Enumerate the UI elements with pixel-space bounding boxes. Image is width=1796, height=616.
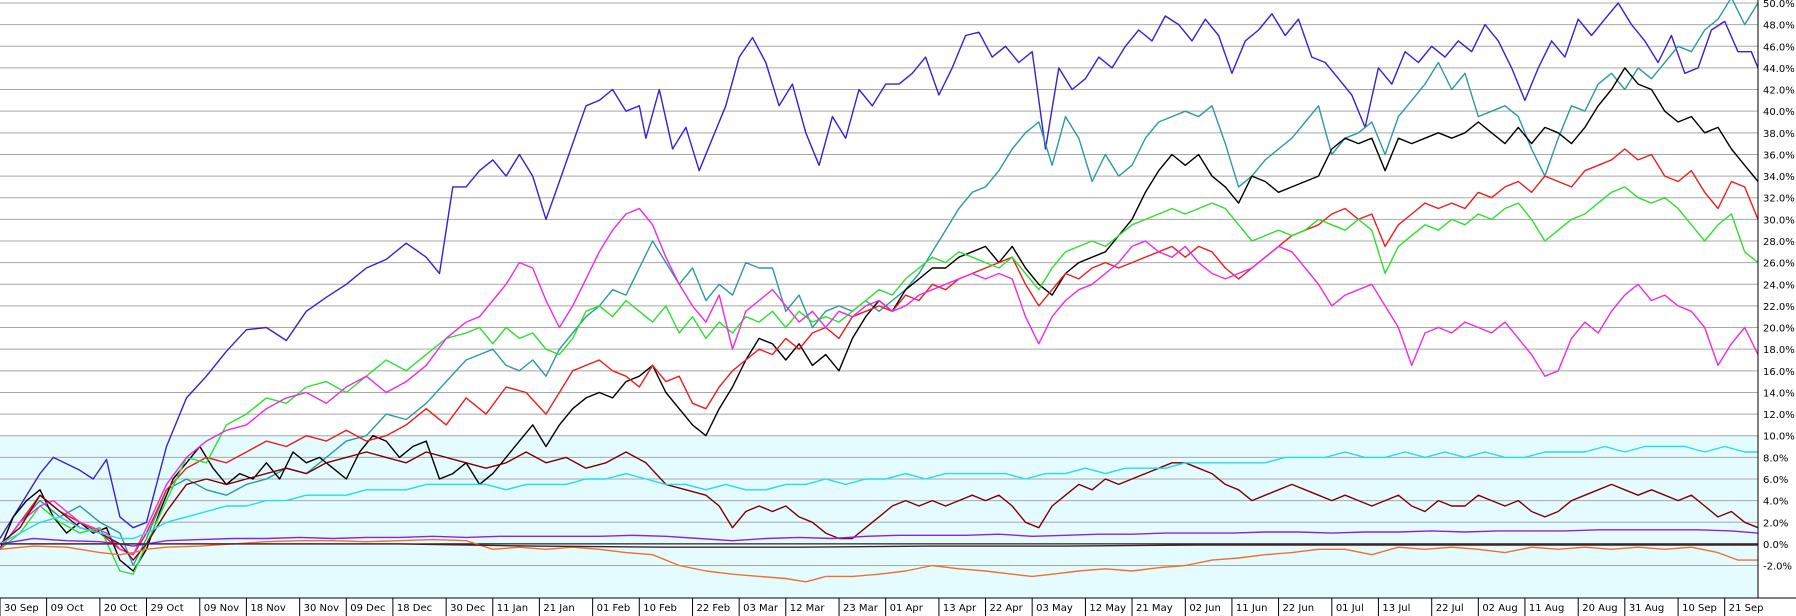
x-tick-label: 20 Oct: [104, 603, 137, 614]
series-line-2: [0, 0, 1759, 567]
x-tick-label: 02 Aug: [1482, 603, 1517, 614]
x-tick-label: 21 Sep: [1729, 603, 1764, 614]
y-tick-label: 26.0%: [1763, 259, 1795, 270]
series-line-11: [0, 543, 1758, 548]
x-tick-label: 22 Jul: [1436, 603, 1464, 614]
x-tick-label: 23 Mar: [843, 603, 879, 614]
y-tick-label: 38.0%: [1763, 129, 1795, 140]
series-line-8: [0, 445, 1758, 545]
y-tick-label: 34.0%: [1763, 172, 1795, 183]
series-line-9: [0, 529, 1759, 547]
x-tick-label: 11 Jan: [497, 603, 528, 614]
x-tick-label: 30 Sep: [4, 603, 39, 614]
y-axis-labels: 50.0% 48.0% 46.0% 44.0% 42.0% 40.0% 38.0% 36.0%…: [1763, 0, 1795, 573]
y-tick-label: 32.0%: [1763, 194, 1795, 205]
y-tick-label: 6.0%: [1763, 475, 1788, 486]
series-line-6: [0, 207, 1759, 556]
x-tick-label: 30 Dec: [450, 603, 485, 614]
y-tick-label: -2.0%: [1763, 562, 1792, 573]
gridlines: [0, 2, 1758, 567]
y-tick-label: 50.0%: [1763, 0, 1795, 10]
x-tick-label: 18 Nov: [250, 603, 286, 614]
y-tick-label: 4.0%: [1763, 497, 1788, 508]
x-tick-label: 11 Jun: [1236, 603, 1268, 614]
y-tick-label: 16.0%: [1763, 367, 1795, 378]
y-tick-label: 40.0%: [1763, 107, 1795, 118]
y-tick-label: 14.0%: [1763, 388, 1795, 399]
x-tick-label: 12 Mar: [790, 603, 826, 614]
series-lines: [0, 0, 1759, 583]
x-tick-label: 22 Feb: [697, 603, 731, 614]
x-axis-labels: 30 Sep 09 Oct 20 Oct 29 Oct 09 Nov 18 Nov 30 N…: [4, 603, 1763, 614]
x-tick-label: 10 Sep: [1682, 603, 1717, 614]
x-tick-label: 10 Feb: [643, 603, 677, 614]
x-tick-label: 01 Apr: [890, 603, 924, 614]
x-tick-label: 31 Aug: [1629, 603, 1664, 614]
series-line-1: [0, 2, 1759, 539]
x-tick-label: 03 May: [1036, 603, 1073, 614]
x-tick-label: 03 Mar: [743, 603, 779, 614]
x-tick-label: 29 Oct: [151, 603, 184, 614]
y-tick-label: 18.0%: [1763, 345, 1795, 356]
y-tick-label: 8.0%: [1763, 453, 1788, 464]
x-tick-label: 01 Jul: [1336, 603, 1364, 614]
x-tick-label: 13 Jul: [1382, 603, 1410, 614]
x-tick-label: 09 Nov: [204, 603, 240, 614]
y-tick-label: 42.0%: [1763, 86, 1795, 97]
x-tick-label: 01 Feb: [597, 603, 631, 614]
y-tick-label: 44.0%: [1763, 64, 1795, 75]
x-tick-label: 30 Nov: [304, 603, 340, 614]
x-tick-label: 20 Aug: [1582, 603, 1617, 614]
x-tick-label: 21 Jan: [543, 603, 574, 614]
y-tick-label: 20.0%: [1763, 324, 1795, 335]
x-tick-label: 21 May: [1136, 603, 1173, 614]
x-tick-label: 13 Apr: [943, 603, 977, 614]
y-tick-label: 2.0%: [1763, 518, 1788, 529]
y-tick-label: 0.0%: [1763, 540, 1788, 551]
x-tick-label: 22 Jun: [1283, 603, 1315, 614]
series-line-5: [0, 186, 1759, 575]
x-tick-label: 09 Dec: [350, 603, 385, 614]
series-line-7: [0, 451, 1759, 561]
y-tick-label: 48.0%: [1763, 21, 1795, 32]
x-tick-label: 09 Oct: [51, 603, 84, 614]
x-tick-label: 18 Dec: [397, 603, 432, 614]
y-tick-label: 22.0%: [1763, 302, 1795, 313]
x-tick-label: 11 Aug: [1529, 603, 1564, 614]
x-tick-label: 12 May: [1089, 603, 1126, 614]
x-tick-label: 02 Jun: [1189, 603, 1221, 614]
y-tick-label: 46.0%: [1763, 42, 1795, 53]
y-tick-label: 36.0%: [1763, 150, 1795, 161]
series-line-10: [0, 538, 1758, 583]
y-tick-label: 28.0%: [1763, 237, 1795, 248]
x-tick-label: 22 Apr: [990, 603, 1024, 614]
y-tick-label: 24.0%: [1763, 280, 1795, 291]
y-tick-label: 12.0%: [1763, 410, 1795, 421]
y-tick-label: 10.0%: [1763, 432, 1795, 443]
y-tick-label: 30.0%: [1763, 215, 1795, 226]
